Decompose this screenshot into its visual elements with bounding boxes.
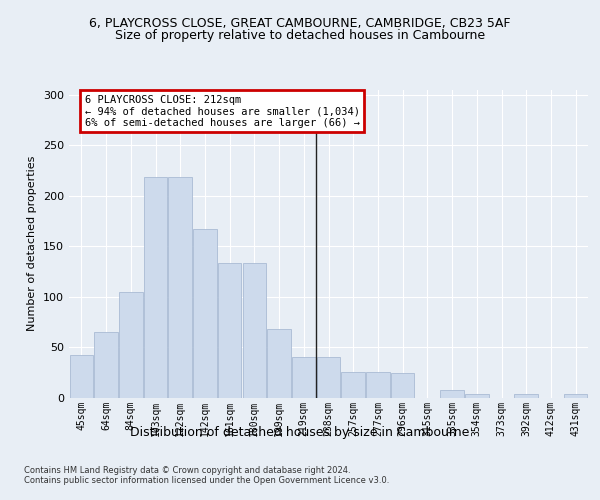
Bar	[242, 264, 266, 398]
Text: Size of property relative to detached houses in Cambourne: Size of property relative to detached ho…	[115, 28, 485, 42]
Bar	[70, 355, 93, 398]
Bar	[564, 394, 587, 398]
Bar	[514, 394, 538, 398]
Bar	[218, 264, 241, 398]
Bar	[94, 332, 118, 398]
Bar	[268, 329, 291, 398]
Bar	[366, 372, 389, 398]
Bar	[119, 292, 143, 398]
Bar	[292, 357, 316, 398]
Bar	[144, 176, 167, 398]
Text: 6 PLAYCROSS CLOSE: 212sqm
← 94% of detached houses are smaller (1,034)
6% of sem: 6 PLAYCROSS CLOSE: 212sqm ← 94% of detac…	[85, 94, 359, 128]
Bar	[341, 372, 365, 398]
Y-axis label: Number of detached properties: Number of detached properties	[28, 156, 37, 332]
Text: 6, PLAYCROSS CLOSE, GREAT CAMBOURNE, CAMBRIDGE, CB23 5AF: 6, PLAYCROSS CLOSE, GREAT CAMBOURNE, CAM…	[89, 18, 511, 30]
Text: Contains HM Land Registry data © Crown copyright and database right 2024.: Contains HM Land Registry data © Crown c…	[24, 466, 350, 475]
Text: Contains public sector information licensed under the Open Government Licence v3: Contains public sector information licen…	[24, 476, 389, 485]
Bar	[193, 229, 217, 398]
Bar	[317, 357, 340, 398]
Text: Distribution of detached houses by size in Cambourne: Distribution of detached houses by size …	[130, 426, 470, 439]
Bar	[465, 394, 488, 398]
Bar	[391, 374, 415, 398]
Bar	[440, 390, 464, 398]
Bar	[169, 176, 192, 398]
